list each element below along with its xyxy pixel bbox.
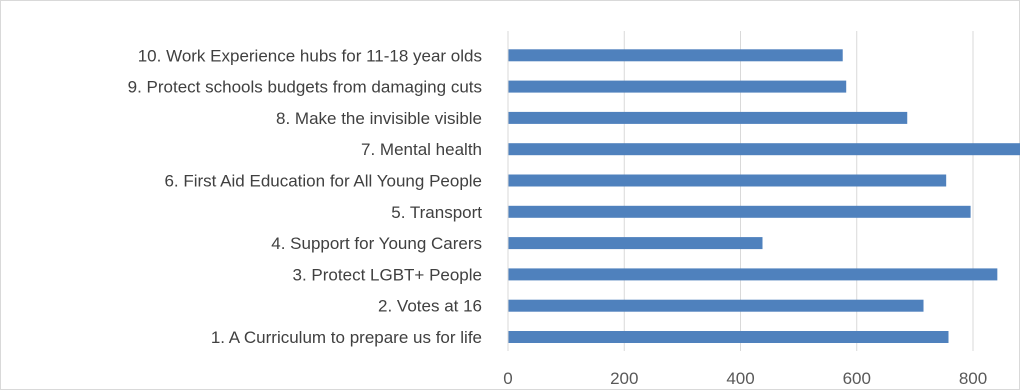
x-tick-label-800: 800 [959, 369, 987, 388]
x-tick-label-400: 400 [726, 369, 754, 388]
x-tick-label-0: 0 [503, 369, 512, 388]
category-label-9: 9. Protect schools budgets from damaging… [128, 78, 482, 97]
category-label-2: 2. Votes at 16 [378, 297, 482, 316]
bar-4 [509, 237, 763, 249]
x-axis-tick-labels: 0 200 400 600 800 [503, 369, 987, 388]
x-tick-label-200: 200 [610, 369, 638, 388]
category-label-4: 4. Support for Young Carers [271, 234, 482, 253]
bars [509, 49, 1020, 343]
category-label-1: 1. A Curriculum to prepare us for life [211, 328, 482, 347]
bar-6 [509, 175, 947, 187]
bar-8 [509, 112, 908, 124]
x-tick-label-600: 600 [843, 369, 871, 388]
bar-9 [509, 81, 847, 93]
category-label-8: 8. Make the invisible visible [276, 109, 482, 128]
bar-1 [509, 331, 949, 343]
category-labels: 1. A Curriculum to prepare us for life 2.… [128, 46, 483, 347]
bar-3 [509, 268, 998, 280]
category-label-7: 7. Mental health [361, 140, 482, 159]
category-label-5: 5. Transport [391, 203, 482, 222]
category-label-10: 10. Work Experience hubs for 11-18 year … [138, 46, 482, 65]
category-label-6: 6. First Aid Education for All Young Peo… [164, 172, 482, 191]
bar-7 [509, 143, 1020, 155]
bar-5 [509, 206, 971, 218]
category-label-3: 3. Protect LGBT+ People [293, 265, 482, 284]
bar-2 [509, 300, 924, 312]
bar-10 [509, 49, 843, 61]
